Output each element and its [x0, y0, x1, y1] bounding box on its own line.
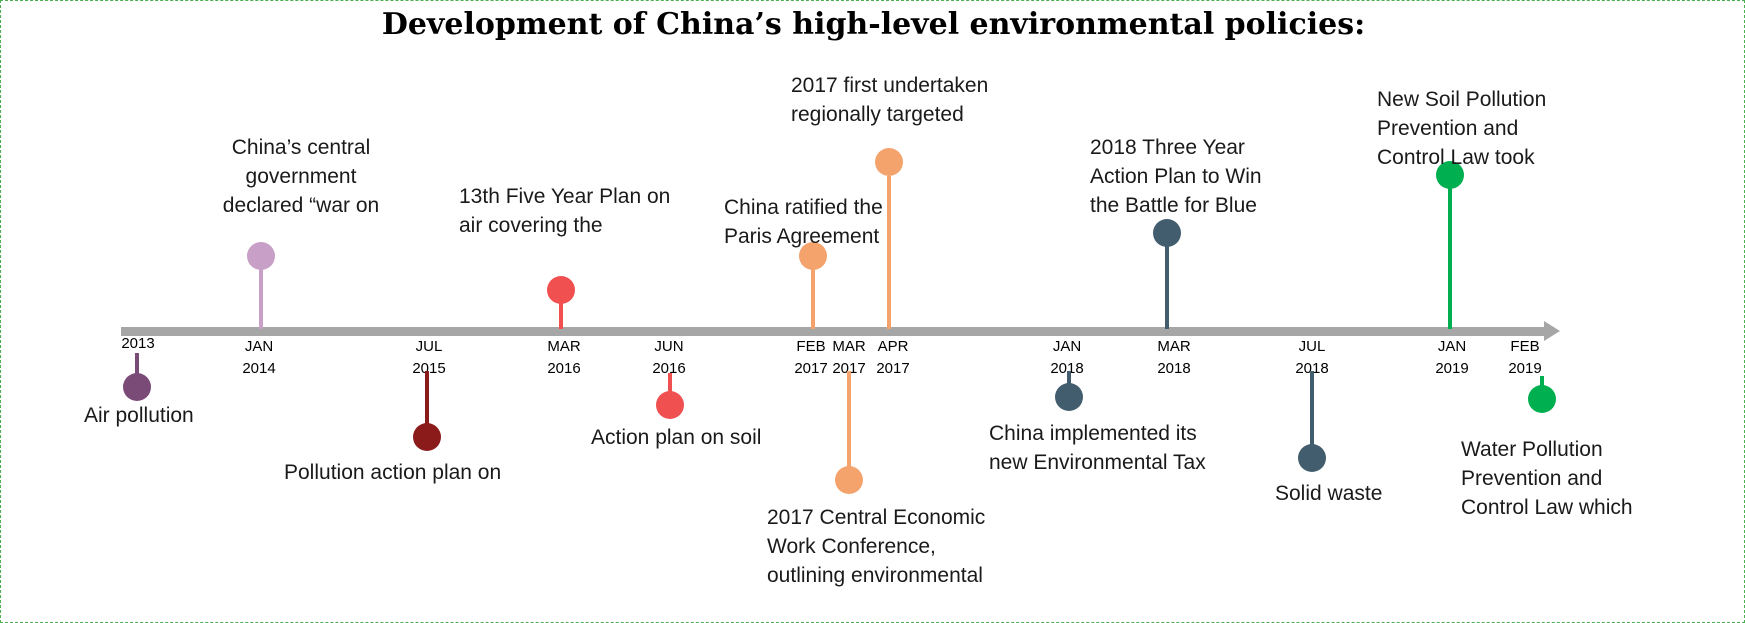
tick-mar-2018: MAR 2018	[1157, 338, 1191, 377]
stem-pollution-action-plan	[425, 371, 429, 426]
tick-feb-2017: FEB 2017	[794, 338, 828, 377]
tick-jun-2016: JUN 2016	[652, 338, 686, 377]
timeline-arrow-head	[1544, 321, 1560, 341]
tick-mar-2017: MAR 2017	[832, 338, 866, 377]
marker-solid-waste	[1298, 444, 1326, 472]
timeline-axis	[121, 327, 1546, 336]
tick-jan-2018: JAN 2018	[1050, 338, 1084, 377]
stem-battle-for-blue	[1165, 246, 1169, 329]
event-water-law: Water Pollution Prevention and Control L…	[1461, 438, 1633, 519]
marker-paris-agreement	[799, 242, 827, 270]
marker-environmental-tax	[1055, 383, 1083, 411]
marker-battle-for-blue	[1153, 219, 1181, 247]
tick-jan-2019: JAN 2019	[1435, 338, 1469, 377]
marker-pollution-action-plan	[413, 423, 441, 451]
stem-economic-conference	[847, 371, 851, 471]
event-air-pollution: Air pollution	[84, 404, 194, 427]
stem-regional-targeted	[887, 176, 891, 329]
event-soil-action-plan: Action plan on soil	[591, 426, 762, 449]
stem-soil-action-plan	[668, 373, 672, 393]
marker-air-pollution	[123, 373, 151, 401]
stem-air-pollution	[135, 353, 139, 383]
stem-environmental-tax	[1067, 371, 1071, 391]
marker-soil-law	[1436, 161, 1464, 189]
stem-five-year-plan	[559, 301, 563, 329]
tick-apr-2017: APR 2017	[876, 338, 910, 377]
marker-war-on-pollution	[247, 242, 275, 270]
tick-2013: 2013	[121, 335, 155, 352]
tick-feb-2019: FEB 2019	[1508, 338, 1542, 377]
event-solid-waste: Solid waste	[1275, 482, 1383, 505]
event-battle-for-blue: 2018 Three Year Action Plan to Win the B…	[1090, 136, 1262, 217]
event-soil-law: New Soil Pollution Prevention and Contro…	[1377, 88, 1547, 169]
tick-jan-2014: JAN 2014	[242, 338, 276, 377]
marker-soil-action-plan	[656, 391, 684, 419]
event-environmental-tax: China implemented its new Environmental …	[989, 422, 1206, 474]
stem-war-on-pollution	[259, 269, 263, 329]
stem-soil-law	[1448, 186, 1452, 329]
marker-five-year-plan	[547, 276, 575, 304]
event-pollution-action-plan: Pollution action plan on	[284, 461, 502, 484]
tick-mar-2016: MAR 2016	[547, 338, 581, 377]
timeline-title: Development of China’s high-level enviro…	[381, 7, 1366, 42]
marker-water-law	[1528, 385, 1556, 413]
stem-solid-waste	[1310, 371, 1314, 446]
event-economic-conference: 2017 Central Economic Work Conference, o…	[767, 506, 986, 587]
tick-jul-2018: JUL 2018	[1295, 338, 1329, 377]
event-paris-agreement: China ratified the Paris Agreement	[724, 196, 883, 248]
event-regional-targeted: 2017 first undertaken regionally targete…	[791, 74, 989, 126]
marker-economic-conference	[835, 466, 863, 494]
marker-regional-targeted	[875, 148, 903, 176]
event-war-on-pollution: China’s central government declared “war…	[222, 136, 380, 217]
event-five-year-plan: 13th Five Year Plan on air covering the	[459, 185, 671, 237]
stem-paris-agreement	[811, 269, 815, 329]
tick-jul-2015: JUL 2015	[412, 338, 446, 377]
